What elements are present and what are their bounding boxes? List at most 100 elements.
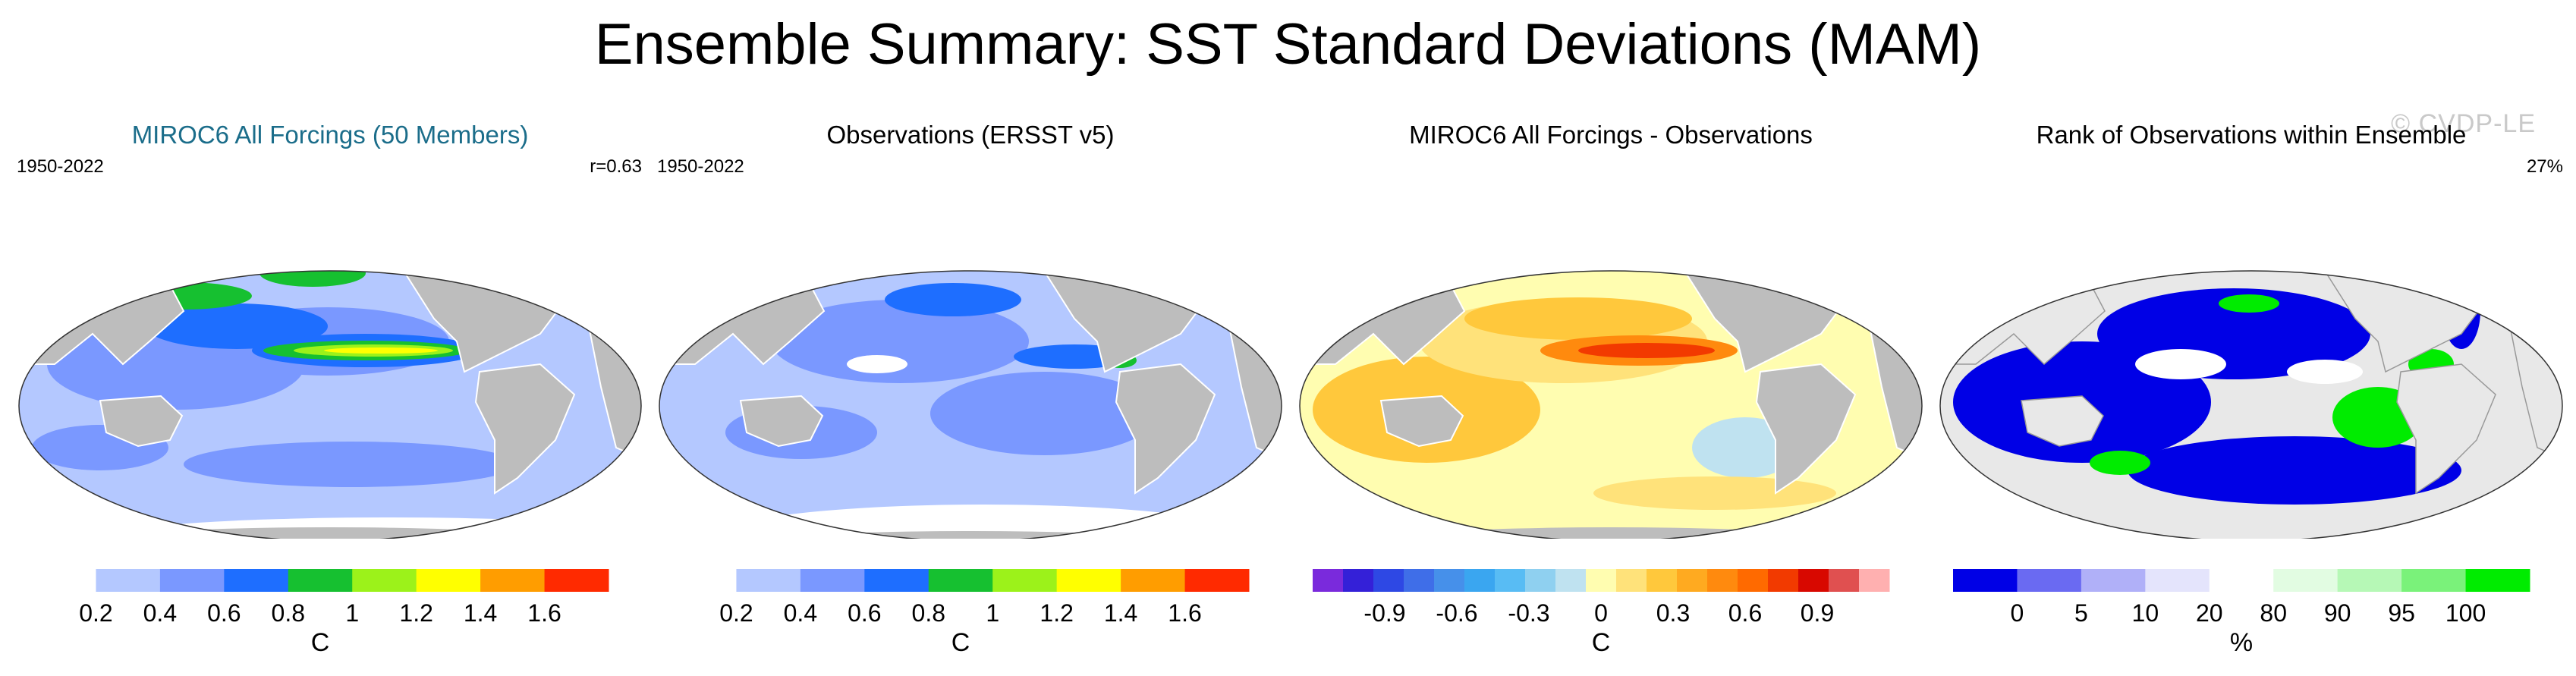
colorbar-swatch <box>2401 569 2467 592</box>
colorbar-swatch <box>1953 569 2018 592</box>
land-south-america <box>1115 363 1216 495</box>
colorbar-swatch <box>1525 569 1556 592</box>
colorbar-tick-label: 90 <box>2323 599 2351 627</box>
land-australia <box>2021 395 2104 447</box>
field-patch <box>259 271 366 287</box>
colorbar-swatch <box>1859 569 1890 592</box>
field-patch <box>1464 297 1692 340</box>
colorbar-swatch <box>1677 569 1708 592</box>
colorbar-swatch <box>864 569 929 592</box>
colorbar-swatch <box>1495 569 1526 592</box>
colorbar-tick-label: 0 <box>2010 599 2024 627</box>
field-patch <box>885 283 1021 316</box>
field-patch <box>2219 294 2279 313</box>
colorbar-swatch <box>416 569 481 592</box>
robinson-map <box>1939 270 2563 539</box>
period-label: 1950-2022 <box>657 156 744 177</box>
colorbar-swatch <box>1555 569 1587 592</box>
colorbar-tick-label: 1 <box>986 599 1000 627</box>
panel-observed-stddev: Observations (ERSST v5) 1950-2022 C 0.2 0… <box>650 114 1291 668</box>
colorbar-swatch <box>1434 569 1465 592</box>
map-outline <box>659 270 1282 539</box>
colorbar-tick-label: 0.4 <box>783 599 818 627</box>
robinson-map <box>18 270 642 539</box>
field-patch <box>2287 360 2363 384</box>
colorbar-tick-label: 0.6 <box>848 599 882 627</box>
colorbar-swatch <box>288 569 353 592</box>
field-patch <box>184 442 517 487</box>
colorbar-swatch <box>2017 569 2082 592</box>
colorbar-swatch <box>159 569 225 592</box>
land-australia <box>1379 395 1464 448</box>
colorbar-swatch <box>1343 569 1374 592</box>
field-patch <box>1578 343 1715 358</box>
colorbar-swatch <box>2337 569 2402 592</box>
colorbar-swatch <box>2273 569 2339 592</box>
colorbar-tick-label: 1.4 <box>463 599 498 627</box>
panel-title: Rank of Observations within Ensemble <box>2036 121 2467 149</box>
colorbar-tick-label: 100 <box>2445 599 2486 627</box>
colorbar-swatch <box>1768 569 1799 592</box>
colorbar-tick-label: 0 <box>1594 599 1608 627</box>
colorbar-tick-label: -0.6 <box>1436 599 1478 627</box>
colorbar-unit: C <box>951 628 970 657</box>
colorbar-swatch <box>224 569 289 592</box>
colorbar-swatch <box>32 569 96 592</box>
field-patch <box>847 355 907 373</box>
colorbar-tick-label: 1.6 <box>527 599 561 627</box>
field-patch <box>771 300 1029 383</box>
map-outline <box>18 270 642 539</box>
panel-model-stddev: MIROC6 All Forcings (50 Members) 1950-20… <box>9 114 651 668</box>
land-australia <box>99 395 184 448</box>
period-label: 1950-2022 <box>17 156 104 177</box>
colorbar-tick-label: 80 <box>2260 599 2288 627</box>
colorbar-swatch <box>1404 569 1435 592</box>
colorbar-tick-label: 1.2 <box>1040 599 1074 627</box>
colorbar-swatch <box>2209 569 2274 592</box>
map-outline <box>1299 270 1923 539</box>
colorbar-swatch <box>2465 569 2530 592</box>
panel-title: MIROC6 All Forcings - Observations <box>1409 121 1813 149</box>
robinson-map <box>1299 270 1923 539</box>
colorbar-swatch <box>1647 569 1678 592</box>
colorbar-swatch <box>928 569 993 592</box>
pattern-correlation-label: r=0.63 <box>590 156 642 177</box>
colorbar-tick-label: 0.8 <box>911 599 946 627</box>
colorbar-tick-label: 0.6 <box>207 599 241 627</box>
colorbar-swatch <box>1121 569 1186 592</box>
map-outline <box>1939 270 2563 539</box>
colorbar-tick-label: 20 <box>2195 599 2223 627</box>
figure-title: Ensemble Summary: SST Standard Deviation… <box>594 12 1982 77</box>
land-australia <box>739 395 824 448</box>
colorbar-unit: C <box>310 628 330 657</box>
colorbar-tick-label: 0.2 <box>719 599 753 627</box>
field-patch <box>930 372 1158 455</box>
colorbar-swatch <box>992 569 1058 592</box>
colorbar-swatch <box>1707 569 1738 592</box>
colorbar-tick-label: 1.4 <box>1103 599 1138 627</box>
panel-title: MIROC6 All Forcings (50 Members) <box>131 121 529 149</box>
colorbar-swatch <box>1616 569 1647 592</box>
land-south-america <box>474 363 576 495</box>
panel-title: Observations (ERSST v5) <box>826 121 1115 149</box>
colorbar-tick-label: 1.2 <box>399 599 433 627</box>
colorbar-tick-label: -0.9 <box>1363 599 1406 627</box>
colorbar-swatch <box>1184 569 1250 592</box>
panel-difference: MIROC6 All Forcings - Observations C -0. <box>1290 114 1932 668</box>
colorbar-tick-label: 0.8 <box>271 599 306 627</box>
colorbar-swatch <box>800 569 865 592</box>
colorbar-unit: C <box>1591 628 1611 657</box>
colorbar-tick-label: 0.9 <box>1800 599 1835 627</box>
colorbar-swatches <box>672 569 1250 592</box>
colorbar-swatches <box>32 569 609 592</box>
colorbar-tick-label: 5 <box>2074 599 2088 627</box>
robinson-map <box>659 270 1282 539</box>
colorbar-swatch <box>1738 569 1769 592</box>
colorbar-swatch <box>672 569 737 592</box>
colorbar-swatch <box>1313 569 1344 592</box>
colorbar-tick-label: 0.6 <box>1728 599 1763 627</box>
field-patch <box>2135 349 2226 379</box>
colorbar-swatch <box>96 569 161 592</box>
colorbar-swatch <box>1798 569 1829 592</box>
colorbar-tick-label: 0.2 <box>79 599 113 627</box>
